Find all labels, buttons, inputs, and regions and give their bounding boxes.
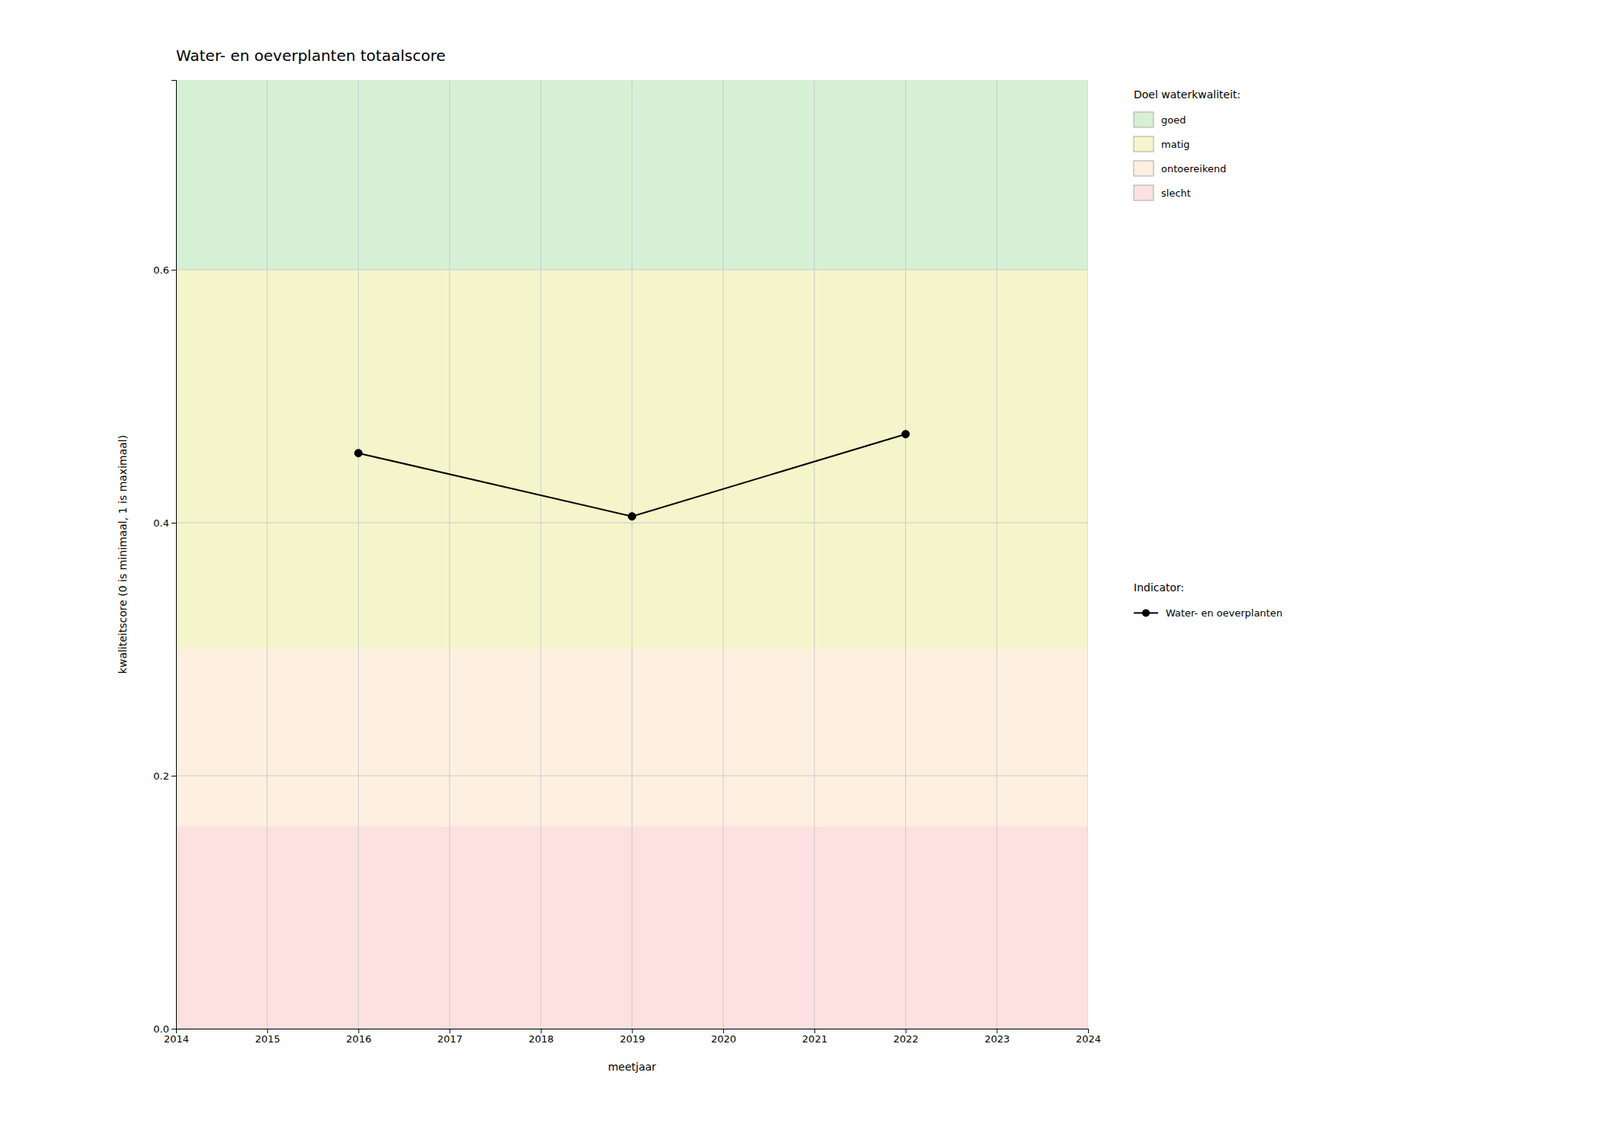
tick-mark	[723, 1028, 724, 1034]
tick: 0.4	[153, 517, 176, 529]
grid-line-x	[631, 80, 633, 1029]
tick-label: 2015	[255, 1033, 281, 1045]
tick-mark	[905, 1028, 907, 1034]
legend-label: slecht	[1161, 187, 1191, 199]
legend-label: Water- en oeverplanten	[1165, 607, 1283, 619]
tick: 2018	[528, 1028, 554, 1045]
tick-label: 2016	[345, 1033, 372, 1045]
tick-mark	[171, 1028, 176, 1030]
tick-label: 0.0	[153, 1023, 170, 1035]
x-axis-title: meetjaar	[608, 1060, 656, 1073]
legend-label: matig	[1161, 138, 1191, 151]
tick-label: 2014	[163, 1033, 189, 1045]
tick: 2022	[893, 1028, 919, 1045]
legend-label: ontoereikend	[1161, 163, 1226, 175]
tick-label: 2024	[1075, 1033, 1101, 1045]
plot: 2014 2015 2016 2017 2018 2019 2020 2021 2022 2023…	[153, 80, 1101, 1045]
tick: 0.0	[153, 1023, 176, 1035]
tick-mark	[540, 1028, 542, 1034]
grid-line-x	[996, 80, 998, 1029]
tick-mark	[996, 1028, 998, 1034]
grid-line-x	[540, 80, 541, 1029]
tick: 2023	[984, 1028, 1010, 1045]
axis-line	[176, 1029, 1089, 1034]
tick: 2024	[1075, 1028, 1101, 1045]
tick-mark	[814, 1028, 816, 1034]
tick: 2019	[619, 1028, 645, 1045]
legend: Doel waterkwaliteit: goed matig ontoereiken…	[1133, 88, 1283, 619]
legend-swatch	[1133, 112, 1154, 128]
grid-line-y	[176, 269, 1088, 271]
grid-line-y	[176, 775, 1088, 777]
y-axis: 0.0 0.2 0.4 0.6	[153, 80, 176, 1035]
tick-mark	[267, 1028, 269, 1034]
grid-line-x	[449, 80, 451, 1029]
axis-line	[171, 80, 177, 1030]
tick: 2021	[802, 1028, 828, 1045]
tick-mark	[1088, 1028, 1089, 1034]
grid-line-x	[813, 80, 815, 1029]
plot-area	[176, 80, 1088, 1029]
tick-mark	[632, 1028, 634, 1034]
grid	[176, 80, 1088, 1029]
tick: 0.6	[153, 264, 176, 276]
tick-label: 0.2	[153, 770, 170, 782]
tick-label: 0.4	[153, 517, 170, 529]
tick-label: 2019	[619, 1033, 645, 1045]
legend-title: Indicator:	[1133, 581, 1184, 594]
zones	[176, 80, 1088, 1029]
legend-label: goed	[1161, 114, 1186, 126]
y-axis-title: kwaliteitscore (0 is minimaal, 1 is maxi…	[116, 435, 129, 674]
tick-label: 2020	[710, 1033, 736, 1045]
tick-mark	[171, 269, 176, 271]
grid-line-y	[176, 1028, 1088, 1030]
title: Water- en oeverplanten totaalscore	[176, 46, 446, 65]
grid-line-x	[723, 80, 724, 1029]
series-line	[358, 434, 906, 517]
grid-line-y	[176, 522, 1088, 524]
legend-swatch	[1133, 185, 1154, 201]
chart: 2014 2015 2016 2017 2018 2019 2020 2021 2022 2023…	[0, 0, 1600, 1143]
tick: 2016	[345, 1028, 372, 1045]
x-axis: 2014 2015 2016 2017 2018 2019 2020 2021 2022 2023…	[163, 1028, 1101, 1045]
tick: 2017	[437, 1028, 463, 1045]
grid-line-x	[905, 80, 906, 1029]
tick-label: 2021	[802, 1033, 828, 1045]
tick: 2015	[255, 1028, 281, 1045]
tick-label: 2022	[893, 1033, 919, 1045]
series-point	[354, 449, 362, 458]
tick-mark	[171, 775, 176, 777]
tick-label: 2018	[528, 1033, 554, 1045]
series-point	[902, 430, 910, 439]
grid-line-x	[1088, 80, 1089, 1029]
grid-line-x	[358, 80, 359, 1029]
legend-swatch	[1133, 136, 1154, 152]
tick-label: 2017	[437, 1033, 463, 1045]
tick-label: 0.6	[153, 264, 170, 276]
series-point	[628, 512, 637, 521]
tick: 2020	[710, 1028, 736, 1045]
legend-swatch	[1142, 608, 1150, 617]
tick-mark	[449, 1028, 451, 1034]
legend-title: Doel waterkwaliteit:	[1133, 88, 1241, 101]
tick: 0.2	[153, 770, 176, 782]
data	[354, 430, 909, 521]
tick-mark	[171, 522, 176, 524]
tick-label: 2023	[984, 1033, 1010, 1045]
grid-line-x	[266, 80, 268, 1029]
tick-mark	[358, 1028, 359, 1034]
legend-swatch	[1133, 160, 1154, 176]
